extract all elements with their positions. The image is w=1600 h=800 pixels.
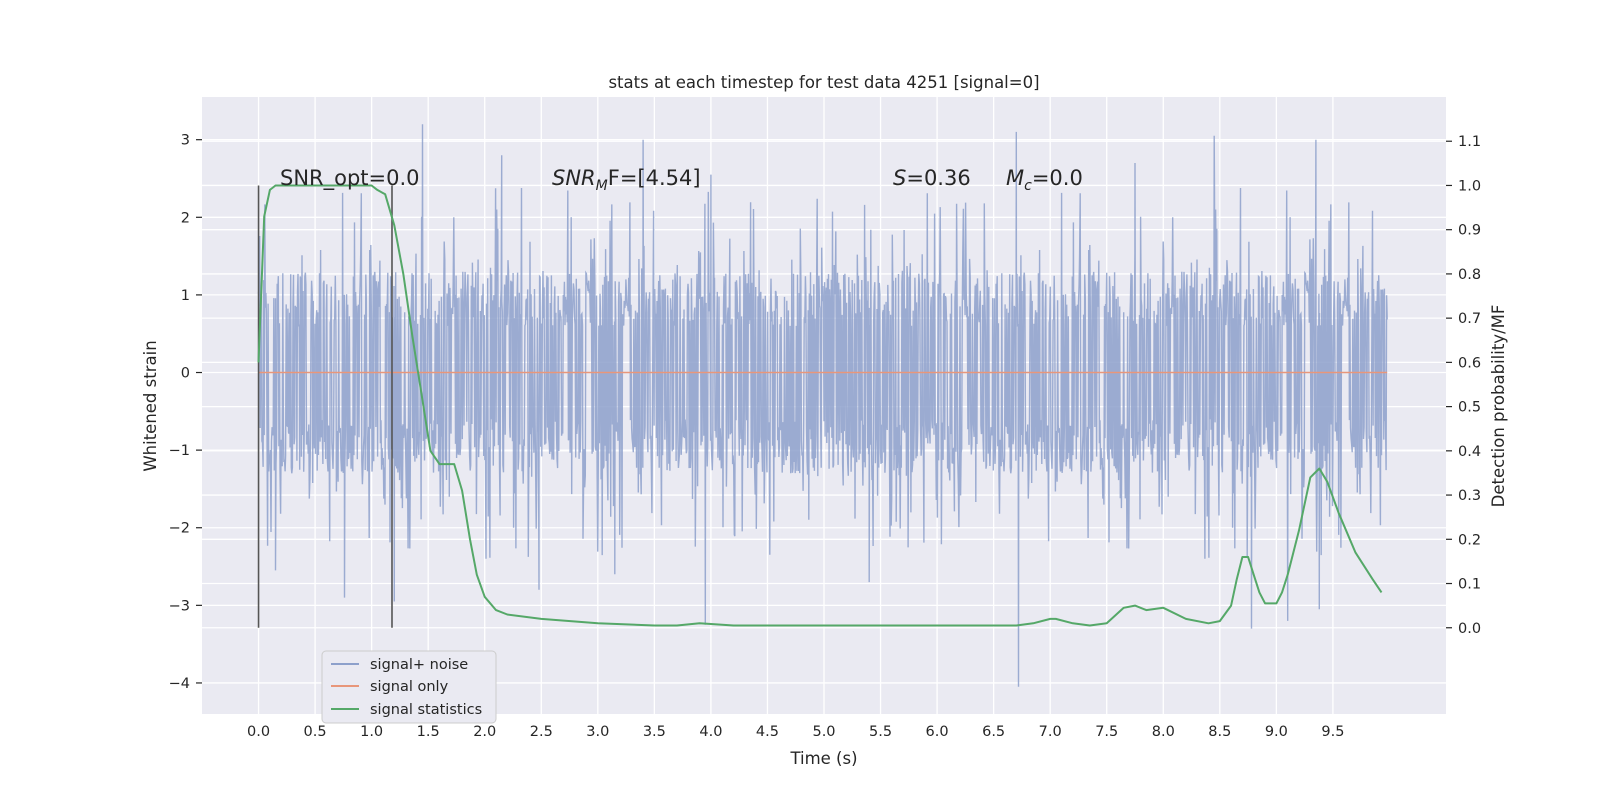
y2-tick-label-2: 0.9: [1458, 223, 1481, 239]
annotation-mc-rest: =0.0: [1032, 166, 1083, 190]
annotation-snr-mf-base: SNR: [552, 166, 596, 190]
x-tick-label-1: 0.5: [304, 724, 327, 740]
y-tick-label-7: −4: [169, 676, 190, 692]
annotation-s: S=0.36: [893, 166, 971, 190]
x-tick-label-19: 9.5: [1321, 724, 1344, 740]
y2-tick-label-1: 1.0: [1458, 178, 1481, 194]
annotation-snr-mf-sub: M: [596, 178, 608, 194]
x-tick-label-16: 8.0: [1152, 724, 1175, 740]
x-tick-label-8: 4.0: [699, 724, 722, 740]
chart-title: stats at each timestep for test data 425…: [608, 73, 1039, 92]
y-tick-label-5: −2: [169, 521, 190, 537]
y2-tick-label-8: 0.3: [1458, 488, 1481, 504]
y-tick-label-0: 3: [181, 133, 190, 149]
x-tick-label-15: 7.5: [1095, 724, 1118, 740]
signal-noise-line: [257, 124, 1388, 687]
signal-statistics-series: [257, 184, 1383, 627]
signal-statistics-line: [257, 184, 1383, 627]
legend-label-signal-statistics: signal statistics: [370, 702, 482, 718]
x-tick-label-4: 2.0: [473, 724, 496, 740]
legend-label-signal-only: signal only: [370, 679, 449, 695]
x-tick-label-0: 0.0: [247, 724, 270, 740]
annotation-snr-opt: SNR_opt=0.0: [280, 166, 420, 191]
y2-tick-label-11: 0.0: [1458, 621, 1481, 637]
y2-axis-label: Detection probability/MF: [1489, 305, 1508, 508]
x-tick-label-11: 5.5: [869, 724, 892, 740]
y-tick-label-6: −3: [169, 598, 190, 614]
x-axis-ticks: 0.0 0.5 1.0 1.5 2.0 2.5 3.0 3.5 4.0 4.5 5.0 5.5 6.0 6…: [247, 724, 1344, 740]
window-markers: [257, 185, 393, 628]
y2-axis-ticks: 1.1 1.0 0.9 0.8 0.7 0.6 0.5 0.4 0.3 0.2 0.1 0.0: [1446, 134, 1481, 637]
y2-tick-label-7: 0.4: [1458, 444, 1481, 460]
y-axis-label: Whitened strain: [141, 340, 160, 471]
x-tick-label-3: 1.5: [417, 724, 440, 740]
legend-label-signal-noise: signal+ noise: [370, 657, 468, 673]
x-tick-label-6: 3.0: [586, 724, 609, 740]
annotation-mc-sub: c: [1024, 178, 1032, 194]
annotation-mc: Mc=0.0: [1006, 166, 1083, 194]
x-tick-label-12: 6.0: [926, 724, 949, 740]
y2-tick-label-0: 1.1: [1458, 134, 1481, 150]
x-tick-label-13: 6.5: [982, 724, 1005, 740]
y-tick-label-2: 1: [181, 288, 190, 304]
annotation-s-base: S: [893, 166, 906, 190]
signal-noise-series: [257, 124, 1388, 687]
y-axis-ticks: 3 2 1 0 −1 −2 −3 −4: [169, 133, 202, 692]
x-axis-label: Time (s): [789, 749, 857, 768]
annotation-snr-mf: SNRMF=[4.54]: [552, 166, 701, 194]
y2-tick-label-4: 0.7: [1458, 311, 1481, 327]
x-tick-label-5: 2.5: [530, 724, 553, 740]
x-tick-label-14: 7.0: [1039, 724, 1062, 740]
annotation-s-rest: =0.36: [906, 166, 970, 190]
y2-tick-label-6: 0.5: [1458, 400, 1481, 416]
y2-tick-label-5: 0.6: [1458, 355, 1481, 371]
legend-box: [321, 650, 497, 724]
x-tick-label-10: 5.0: [812, 724, 835, 740]
x-tick-label-9: 4.5: [756, 724, 779, 740]
legend: signal+ noise signal only signal statist…: [321, 650, 497, 724]
x-tick-label-17: 8.5: [1208, 724, 1231, 740]
y-tick-label-1: 2: [181, 210, 190, 226]
y2-tick-label-10: 0.1: [1458, 577, 1481, 593]
y2-tick-label-3: 0.8: [1458, 267, 1481, 283]
x-tick-label-7: 3.5: [643, 724, 666, 740]
y-tick-label-4: −1: [169, 443, 190, 459]
x-tick-label-2: 1.0: [360, 724, 383, 740]
annotation-mc-base: M: [1006, 166, 1024, 190]
x-tick-label-18: 9.0: [1265, 724, 1288, 740]
annotation-snr-mf-rest: F=[4.54]: [608, 166, 701, 190]
y2-tick-label-9: 0.2: [1458, 532, 1481, 548]
y-tick-label-3: 0: [181, 366, 190, 382]
